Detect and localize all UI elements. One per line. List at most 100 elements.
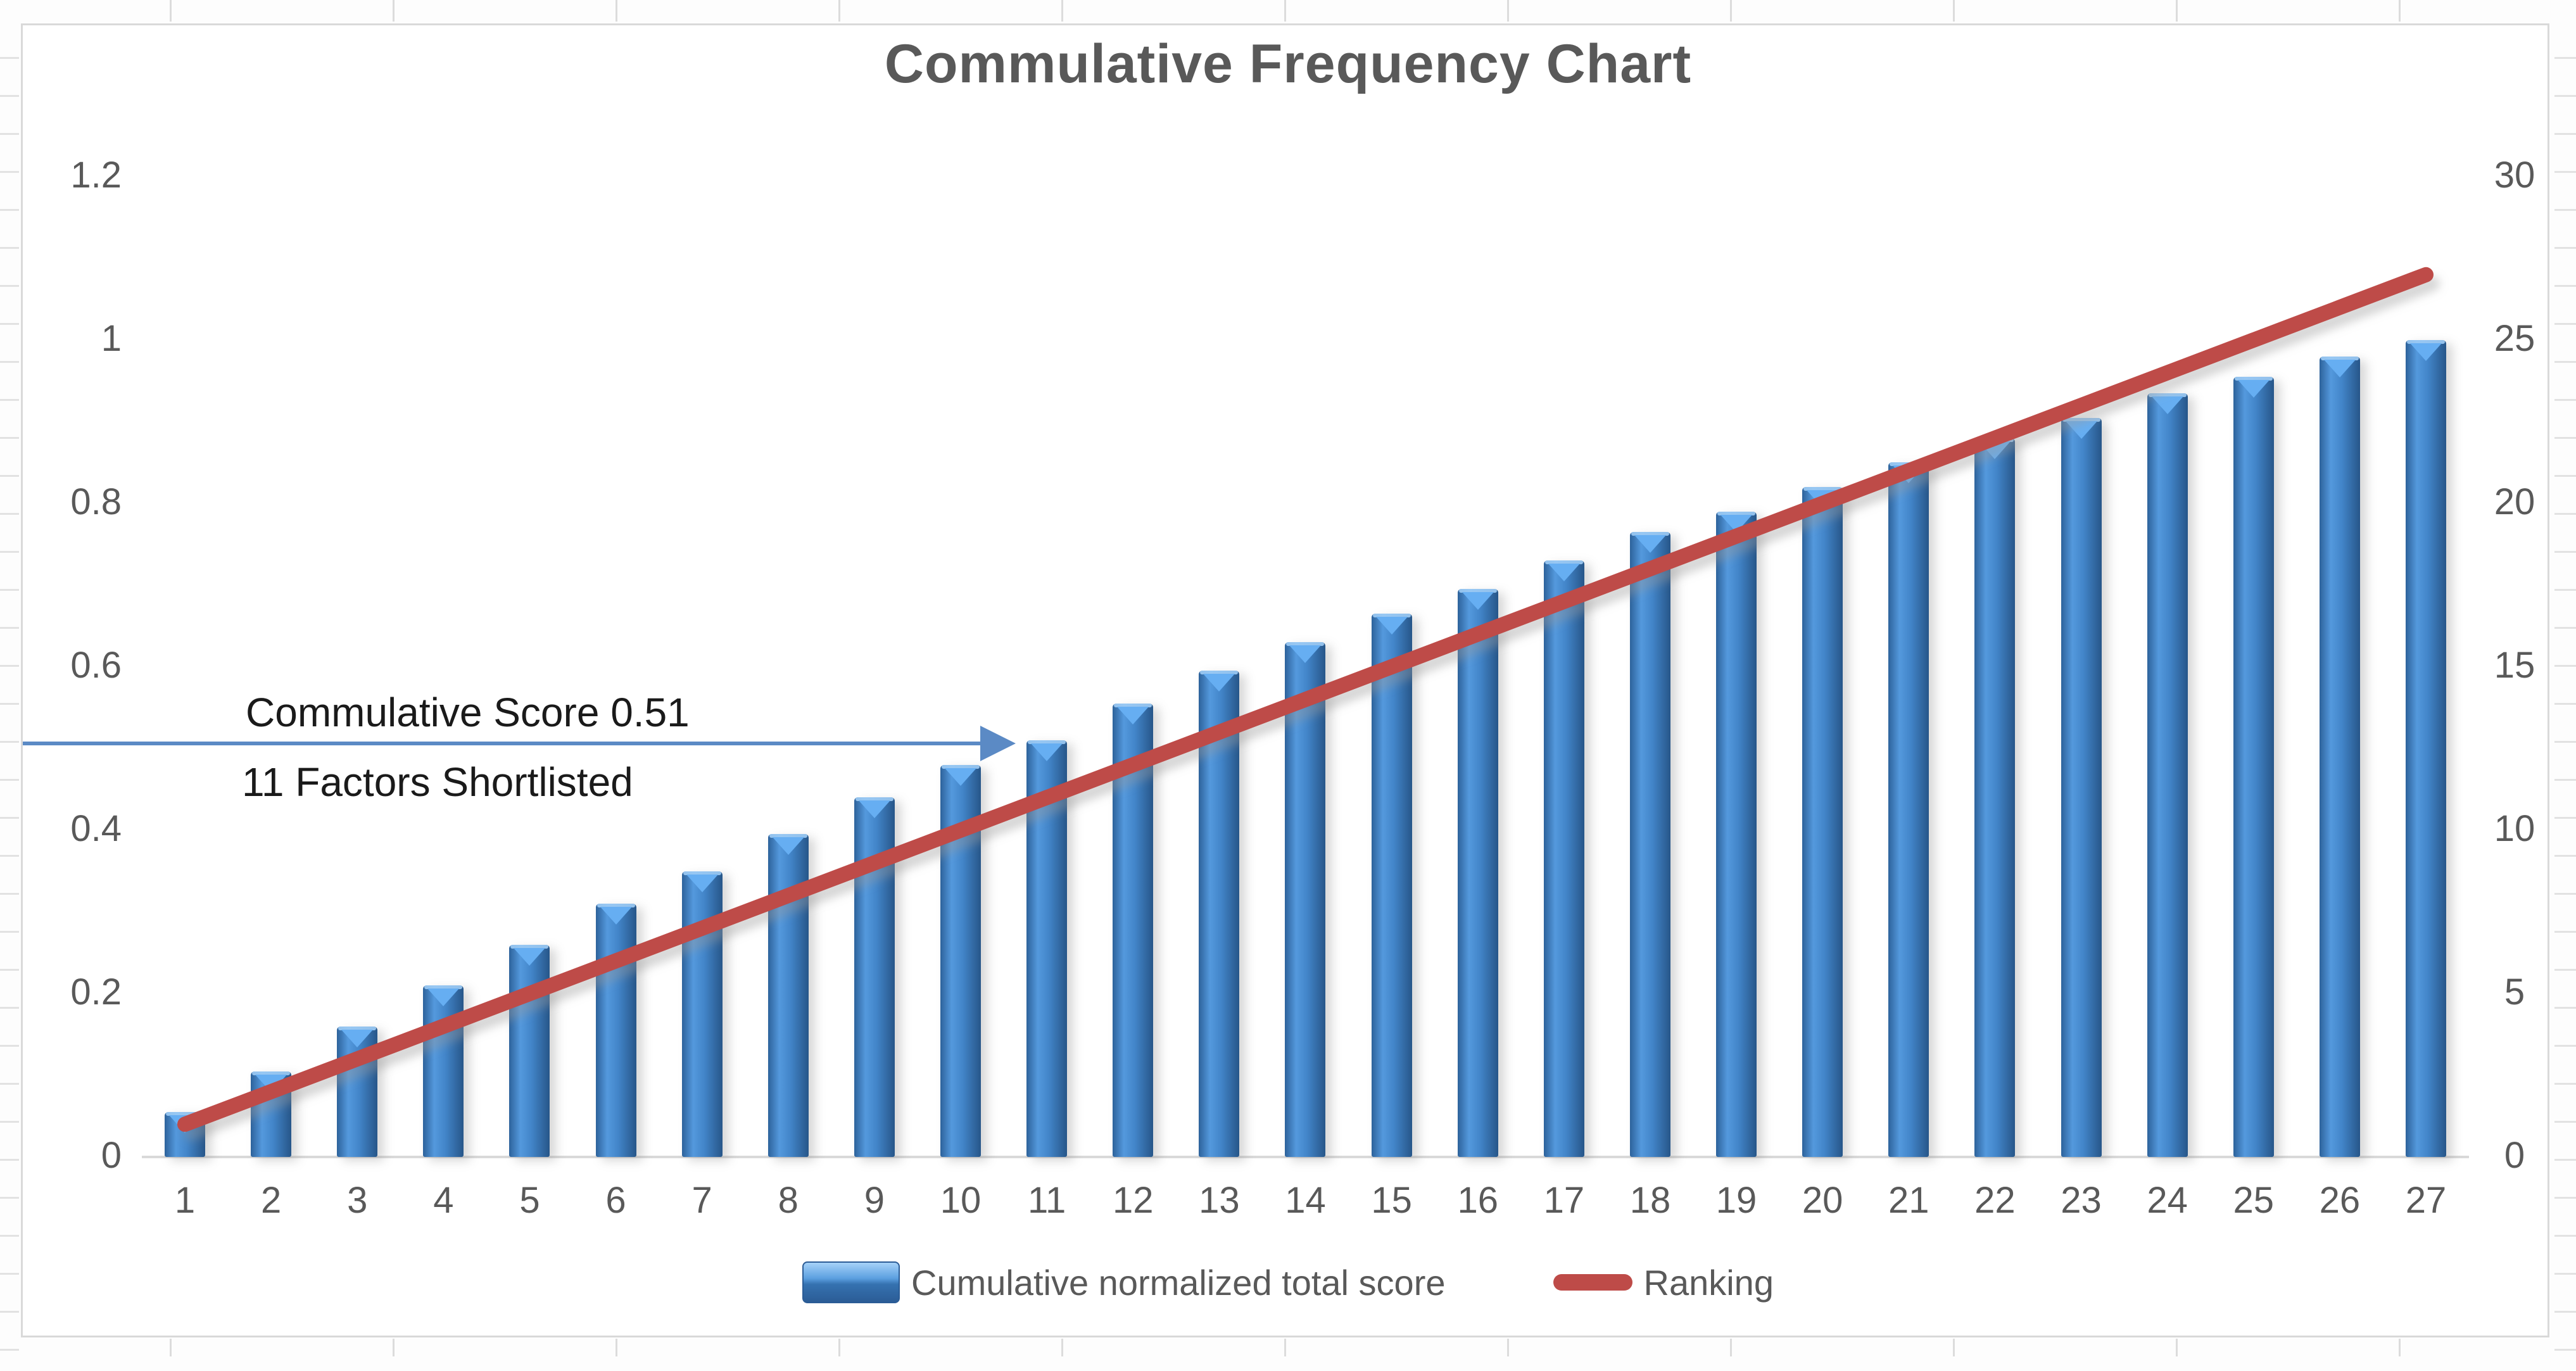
worksheet-gridline: [0, 1159, 19, 1161]
bar[interactable]: [681, 871, 723, 1157]
worksheet-gridline: [0, 1349, 19, 1351]
y-axis-tick-label: 0.6: [70, 645, 122, 686]
x-axis-tick-label: 12: [1112, 1180, 1154, 1221]
worksheet-gridline: [2554, 437, 2576, 439]
chart-title[interactable]: Commulative Frequency Chart: [884, 34, 1692, 94]
y-axis-tick-label: 15: [2494, 645, 2535, 686]
bar[interactable]: [767, 834, 809, 1157]
worksheet-gridline: [838, 1339, 840, 1356]
worksheet-gridline: [1284, 0, 1286, 22]
x-axis-tick-label: 11: [1028, 1180, 1066, 1221]
worksheet-gridline: [2554, 1121, 2576, 1123]
x-axis-tick-label: 19: [1715, 1180, 1757, 1221]
worksheet-gridline: [0, 1273, 19, 1275]
legend-label: Ranking: [1643, 1262, 1774, 1303]
bar[interactable]: [165, 1112, 205, 1157]
y-axis-tick-label: 0: [101, 1135, 122, 1176]
worksheet-gridline: [1507, 1339, 1509, 1356]
bar[interactable]: [2405, 340, 2446, 1157]
worksheet-gridline: [2554, 931, 2576, 933]
worksheet-gridline: [0, 285, 19, 287]
bar[interactable]: [1974, 438, 2016, 1157]
bar[interactable]: [2233, 377, 2274, 1157]
bar[interactable]: [1457, 589, 1498, 1157]
x-axis-tick-label: 7: [691, 1180, 712, 1221]
worksheet-gridline: [2554, 1083, 2576, 1085]
y-axis-tick-label: 1.2: [70, 155, 122, 196]
worksheet-gridline: [616, 0, 617, 22]
x-axis-tick-label: 26: [2319, 1180, 2361, 1221]
x-axis-tick-label: 17: [1543, 1180, 1585, 1221]
x-axis-tick-label: 22: [1974, 1180, 2016, 1221]
worksheet-gridline: [2554, 893, 2576, 895]
worksheet-gridline: [2554, 285, 2576, 287]
y-axis-tick-label: 0.4: [70, 808, 122, 849]
bar[interactable]: [2147, 393, 2188, 1157]
y-axis-tick-label: 30: [2494, 155, 2535, 196]
x-axis-tick-label: 21: [1888, 1180, 1929, 1221]
y-axis-tick-label: 5: [2504, 971, 2525, 1013]
worksheet-gridline: [0, 1083, 19, 1085]
worksheet-gridline: [2554, 323, 2576, 325]
y-axis-tick-label: 1: [101, 318, 122, 359]
worksheet-gridline: [0, 513, 19, 515]
x-axis-tick-label: 4: [433, 1180, 454, 1221]
bar[interactable]: [1802, 487, 1843, 1157]
y-axis-tick-label: 20: [2494, 481, 2535, 522]
x-axis-tick-label: 2: [260, 1180, 282, 1221]
worksheet-gridline: [0, 247, 19, 249]
bar[interactable]: [337, 1027, 378, 1157]
worksheet-gridline: [0, 703, 19, 705]
bar[interactable]: [1026, 740, 1068, 1157]
bar-swatch-icon: [802, 1261, 900, 1303]
worksheet-gridline: [1730, 0, 1732, 22]
bar[interactable]: [423, 985, 464, 1157]
worksheet-gridline: [2554, 855, 2576, 857]
bar[interactable]: [1629, 532, 1670, 1157]
x-axis-tick-label: 14: [1285, 1180, 1326, 1221]
worksheet-gridline: [0, 817, 19, 819]
x-axis-tick-label: 27: [2405, 1180, 2447, 1221]
legend-item-cumulative-score[interactable]: Cumulative normalized total score: [802, 1261, 1446, 1303]
bar[interactable]: [1199, 671, 1240, 1157]
bar[interactable]: [1113, 704, 1154, 1157]
y-axis-tick-label: 0.2: [70, 971, 122, 1013]
worksheet-gridline: [1061, 1339, 1063, 1356]
worksheet-gridline: [2554, 1235, 2576, 1237]
worksheet-gridline: [0, 133, 19, 135]
bar[interactable]: [854, 797, 895, 1157]
worksheet-gridline: [0, 551, 19, 553]
worksheet-gridline: [2554, 741, 2576, 743]
worksheet-gridline: [2554, 1045, 2576, 1047]
annotation-factors-text[interactable]: 11 Factors Shortlisted: [242, 759, 633, 805]
bar[interactable]: [1543, 560, 1584, 1157]
x-axis-tick-label: 23: [2061, 1180, 2102, 1221]
bar[interactable]: [2319, 357, 2360, 1157]
bar[interactable]: [940, 765, 982, 1157]
worksheet-gridline: [0, 475, 19, 477]
bar[interactable]: [1285, 642, 1326, 1157]
worksheet-gridline: [2554, 779, 2576, 781]
bar[interactable]: [509, 945, 550, 1157]
bar[interactable]: [1371, 614, 1412, 1157]
worksheet-gridline: [0, 665, 19, 667]
worksheet-gridline: [0, 893, 19, 895]
bar[interactable]: [1888, 462, 1929, 1157]
bar[interactable]: [2061, 418, 2102, 1157]
worksheet-gridline: [0, 1311, 19, 1313]
worksheet-gridline: [838, 0, 840, 22]
legend-item-ranking[interactable]: Ranking: [1553, 1262, 1774, 1303]
bar[interactable]: [251, 1071, 292, 1157]
worksheet-gridline: [0, 57, 19, 59]
worksheet-gridline: [1953, 1339, 1955, 1356]
worksheet-gridline: [2554, 133, 2576, 135]
worksheet-gridline: [0, 399, 19, 401]
annotation-score-text[interactable]: Commulative Score 0.51: [246, 690, 690, 735]
worksheet-gridline: [2554, 247, 2576, 249]
bar[interactable]: [1716, 512, 1757, 1157]
worksheet-gridline: [2176, 1339, 2178, 1356]
worksheet-gridline: [2554, 57, 2576, 59]
bar[interactable]: [595, 904, 636, 1157]
worksheet-gridline: [0, 361, 19, 363]
